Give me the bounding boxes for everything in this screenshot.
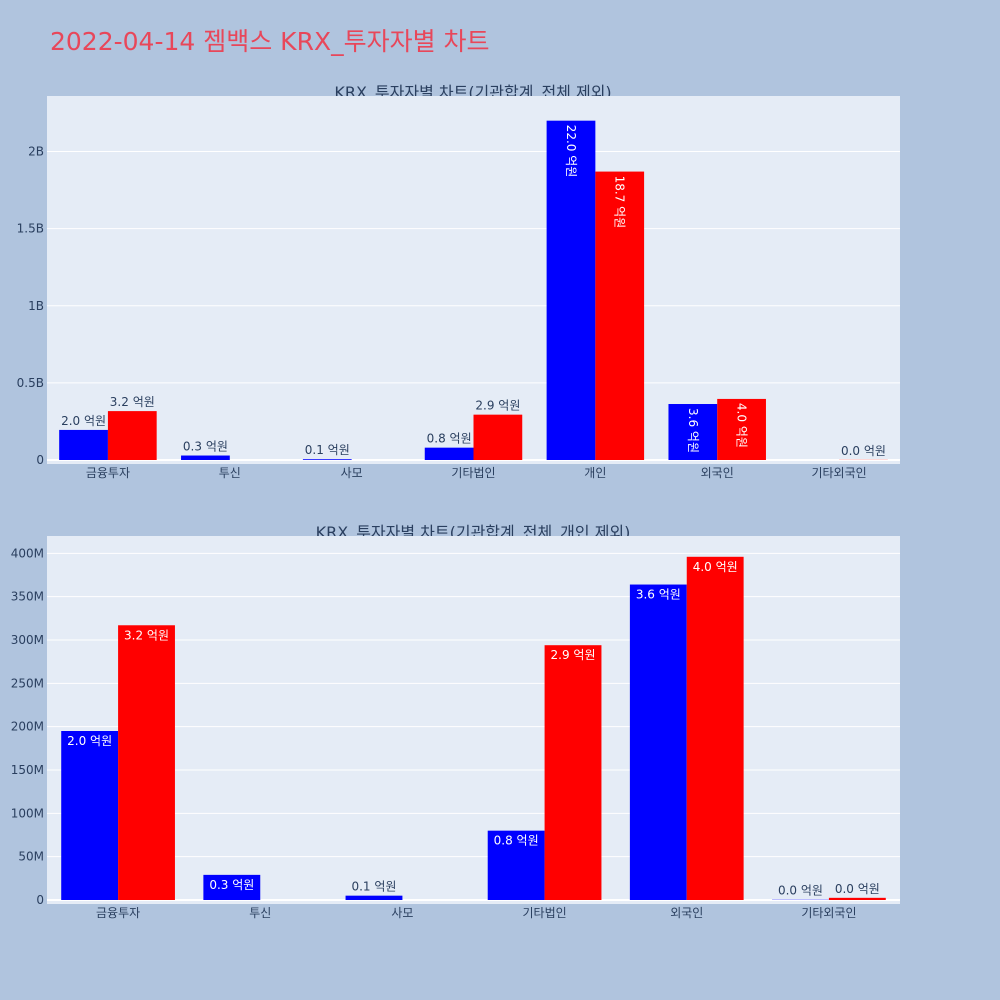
data-label: 2.0 억원 xyxy=(67,734,112,748)
bar xyxy=(828,897,886,900)
y-tick-label: 100M xyxy=(11,806,44,820)
y-tick-label: 250M xyxy=(11,676,44,690)
bar xyxy=(203,874,261,900)
data-label: 4.0 억원 xyxy=(735,403,749,448)
x-tick-label: 투신 xyxy=(219,466,241,480)
y-tick-label: 2B xyxy=(28,145,44,159)
x-tick-label: 외국인 xyxy=(670,906,703,920)
data-label: 0.0 억원 xyxy=(778,884,823,898)
bar xyxy=(181,455,230,460)
bar xyxy=(629,584,687,900)
data-label: 4.0 억원 xyxy=(693,560,738,574)
data-label: 0.8 억원 xyxy=(427,432,472,446)
y-tick-label: 1B xyxy=(28,299,44,313)
x-tick-label: 사모 xyxy=(341,466,363,480)
bar xyxy=(424,447,474,460)
x-tick-label: 금융투자 xyxy=(86,466,130,480)
x-tick-label: 기타외국인 xyxy=(801,906,856,920)
y-tick-label: 1.5B xyxy=(17,222,44,236)
y-tick-label: 0 xyxy=(36,453,44,467)
data-label: 3.6 억원 xyxy=(686,408,700,453)
data-label: 0.3 억원 xyxy=(183,440,228,454)
page-title: 2022-04-14 젬백스 KRX_투자자별 차트 xyxy=(50,27,490,56)
x-tick-label: 기타법인 xyxy=(451,466,495,480)
y-tick-label: 150M xyxy=(11,763,44,777)
bar xyxy=(473,414,523,460)
bar xyxy=(487,830,545,900)
y-tick-label: 50M xyxy=(18,850,44,864)
x-tick-label: 투신 xyxy=(249,906,271,920)
bar xyxy=(118,625,175,900)
x-tick-label: 사모 xyxy=(391,906,413,920)
data-label: 3.6 억원 xyxy=(636,588,681,602)
data-label: 0.1 억원 xyxy=(305,443,350,457)
bar xyxy=(345,895,403,900)
data-label: 0.3 억원 xyxy=(209,878,254,892)
data-label: 22.0 억원 xyxy=(564,125,578,178)
bar xyxy=(61,731,119,900)
y-tick-label: 0.5B xyxy=(17,376,44,390)
data-label: 2.9 억원 xyxy=(475,399,520,413)
plot-area xyxy=(47,536,900,904)
data-label: 0.1 억원 xyxy=(351,880,396,894)
x-tick-label: 개인 xyxy=(584,466,606,480)
bar xyxy=(546,120,596,460)
y-tick-label: 200M xyxy=(11,720,44,734)
chart-2: 0 50M 100M 150M 200M 250M 300M 350M 400M 금융투자 2.0 … xyxy=(11,536,900,920)
data-label: 18.7 억원 xyxy=(613,176,627,229)
bar xyxy=(302,459,352,460)
bar xyxy=(59,429,108,460)
y-tick-label: 0 xyxy=(36,893,44,907)
data-label: 2.0 억원 xyxy=(61,414,106,428)
data-label: 3.2 억원 xyxy=(124,628,169,642)
data-label: 0.0 억원 xyxy=(835,882,880,896)
y-tick-label: 400M xyxy=(11,546,44,560)
bar xyxy=(686,556,744,900)
data-label: 3.2 억원 xyxy=(110,395,155,409)
data-label: 2.9 억원 xyxy=(551,648,596,662)
y-tick-label: 350M xyxy=(11,590,44,604)
bar xyxy=(668,404,718,460)
bar xyxy=(717,398,766,460)
data-label: 0.0 억원 xyxy=(841,444,886,458)
bar xyxy=(595,171,645,460)
bar xyxy=(107,411,157,460)
y-tick-label: 300M xyxy=(11,633,44,647)
x-tick-label: 외국인 xyxy=(701,466,734,480)
x-tick-label: 기타외국인 xyxy=(811,466,866,480)
bar xyxy=(544,645,602,900)
data-label: 0.8 억원 xyxy=(494,834,539,848)
x-tick-label: 기타법인 xyxy=(522,906,566,920)
x-tick-label: 금융투자 xyxy=(96,906,140,920)
